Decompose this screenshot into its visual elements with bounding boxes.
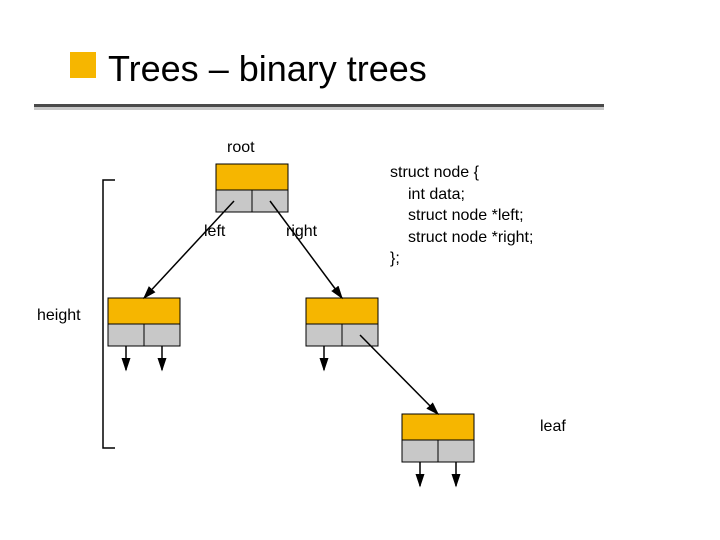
- node-rightN-left-ptr: [306, 324, 342, 346]
- node-leftN-left-ptr: [108, 324, 144, 346]
- node-leftN-right-ptr: [144, 324, 180, 346]
- node-root-data: [216, 164, 288, 190]
- node-leafN-data: [402, 414, 474, 440]
- edge-0: [144, 201, 234, 298]
- node-rightN-data: [306, 298, 378, 324]
- node-leafN-right-ptr: [438, 440, 474, 462]
- edge-2: [360, 335, 438, 414]
- node-leafN-left-ptr: [402, 440, 438, 462]
- node-leftN-data: [108, 298, 180, 324]
- edge-1: [270, 201, 342, 298]
- tree-diagram: [0, 0, 720, 540]
